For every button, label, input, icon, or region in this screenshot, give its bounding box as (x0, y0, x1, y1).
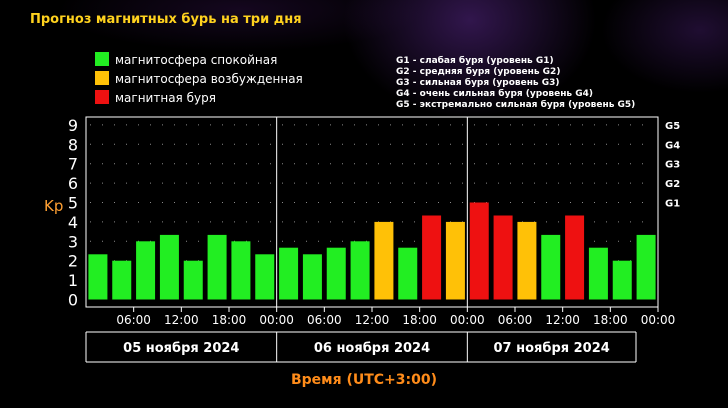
legend-swatch (95, 90, 109, 104)
y-tick-label: 1 (68, 271, 78, 290)
g-scale-legend: G1 - слабая буря (уровень G1)G2 - средня… (396, 55, 635, 110)
g-legend-item: G5 - экстремально сильная буря (уровень … (396, 99, 635, 110)
y-tick-label: 2 (68, 252, 78, 271)
day-label: 05 ноября 2024 (123, 341, 239, 356)
kp-bar (159, 234, 179, 300)
kp-bar (445, 221, 465, 300)
day-label: 06 ноября 2024 (314, 341, 430, 356)
y-tick-label: 5 (68, 194, 78, 213)
x-tick-label: 06:00 (498, 313, 533, 327)
kp-bar (636, 234, 656, 300)
x-axis-label: Время (UTC+3:00) (291, 372, 437, 388)
kp-bar (517, 221, 537, 300)
day-label: 07 ноября 2024 (494, 341, 610, 356)
y-tick-label: 3 (68, 232, 78, 251)
x-tick-label: 00:00 (450, 313, 485, 327)
kp-bar (326, 247, 346, 300)
kp-bar (588, 247, 608, 300)
kp-bar (493, 215, 513, 300)
g-level-label: G1 (665, 199, 680, 210)
page-title: Прогноз магнитных бурь на три дня (30, 12, 302, 27)
y-tick-label: 8 (68, 135, 78, 154)
kp-bar (255, 254, 275, 300)
legend-label: магнитная буря (115, 91, 216, 105)
kp-bar (279, 247, 299, 300)
y-tick-label: 6 (68, 174, 78, 193)
level-legend: магнитосфера спокойная магнитосфера возбу… (95, 52, 303, 105)
x-tick-label: 06:00 (307, 313, 342, 327)
kp-bar (398, 247, 418, 300)
x-tick-label: 18:00 (212, 313, 247, 327)
x-tick-label: 12:00 (355, 313, 390, 327)
g-legend-item: G2 - средняя буря (уровень G2) (396, 66, 560, 77)
kp-bar (541, 234, 561, 300)
x-tick-label: 00:00 (641, 313, 676, 327)
x-tick-label: 18:00 (402, 313, 437, 327)
x-tick-label: 06:00 (116, 313, 151, 327)
kp-bar (612, 260, 632, 300)
kp-bar (231, 241, 251, 300)
y-tick-label: 0 (68, 291, 78, 310)
kp-bar (422, 215, 442, 300)
kp-bar (88, 254, 108, 300)
y-axis-label: Kp (44, 197, 63, 215)
legend-swatch (95, 52, 109, 66)
x-tick-label: 00:00 (259, 313, 294, 327)
kp-bar (565, 215, 585, 300)
g-legend-item: G1 - слабая буря (уровень G1) (396, 55, 554, 66)
kp-bar (350, 241, 370, 300)
x-tick-label: 18:00 (593, 313, 628, 327)
kp-bar (112, 260, 132, 300)
kp-bar (469, 202, 489, 300)
legend-swatch (95, 71, 109, 85)
g-level-label: G5 (665, 121, 680, 132)
g-level-label: G3 (665, 160, 680, 171)
g-legend-item: G3 - сильная буря (уровень G3) (396, 77, 560, 88)
g-level-label: G2 (665, 179, 680, 190)
legend-label: магнитосфера возбужденная (115, 72, 303, 86)
kp-bar (183, 260, 203, 300)
kp-bar (302, 254, 322, 300)
legend-label: магнитосфера спокойная (115, 53, 277, 67)
g-level-label: G4 (665, 140, 680, 151)
kp-bar (207, 234, 227, 300)
y-tick-label: 4 (68, 213, 78, 232)
kp-bar (136, 241, 156, 300)
y-tick-label: 9 (68, 116, 78, 135)
bars (88, 202, 656, 300)
plot-area (85, 116, 659, 308)
g-legend-item: G4 - очень сильная буря (уровень G4) (396, 88, 593, 99)
y-tick-label: 7 (68, 155, 78, 174)
kp-bar (374, 221, 394, 300)
x-tick-label: 12:00 (164, 313, 199, 327)
x-tick-label: 12:00 (545, 313, 580, 327)
